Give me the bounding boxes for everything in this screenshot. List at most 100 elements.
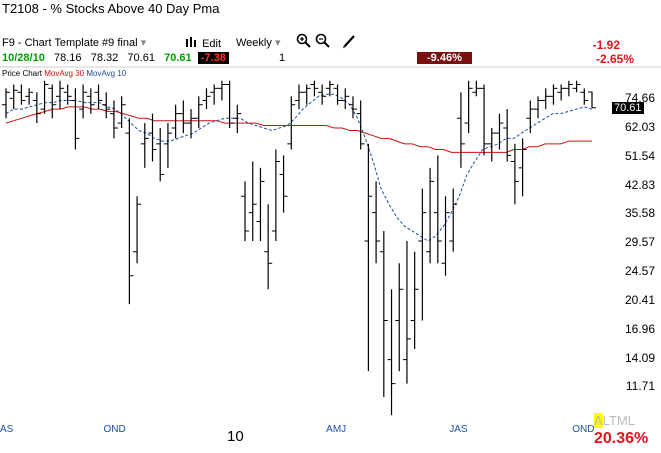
price-bar (310, 80, 319, 97)
edit-label: Edit (202, 38, 222, 50)
change-box: -7.38 (197, 52, 229, 64)
x-tick-label: JAS (449, 424, 468, 435)
ma10-line (5, 93, 593, 242)
price-bar (63, 84, 72, 105)
last-value-label: 70.61 (612, 102, 644, 114)
price-bar (256, 167, 265, 242)
x-tick-label: AMJ (326, 424, 347, 435)
zoom-out-icon[interactable] (315, 33, 331, 52)
price-bar (179, 100, 188, 134)
price-bar (426, 167, 435, 264)
price-bar (464, 80, 473, 134)
chevron-down-icon: ▾ (140, 37, 147, 49)
y-tick-label: 51.54 (624, 148, 655, 163)
price-bar (580, 88, 589, 105)
y-tick-label: 24.57 (624, 264, 655, 279)
y-tick-label: 74.66 (624, 91, 655, 106)
price-bar (217, 80, 226, 101)
price-bar (25, 88, 34, 105)
price-bar (541, 88, 550, 110)
x-tick-label: AS (0, 424, 14, 435)
price-bar (233, 104, 242, 134)
legend-ma10: MovAvg 10 (86, 69, 127, 78)
price-bar (271, 149, 280, 242)
quote-low: 70.61 (127, 52, 155, 64)
y-tick-label: 35.58 (624, 206, 655, 221)
big-pct-change: 20.36% (594, 430, 649, 447)
price-bar (402, 241, 411, 384)
y-tick-label: 20.41 (624, 292, 655, 307)
price-bar (572, 80, 581, 93)
price-bar (9, 84, 18, 110)
y-tick-label: 42.83 (624, 177, 655, 192)
ma30-line (5, 106, 592, 153)
price-bar (518, 138, 527, 197)
price-bar (287, 96, 296, 150)
period-selector[interactable]: Weekly ▾ (236, 36, 280, 49)
quote-high: 78.32 (90, 52, 119, 64)
template-selector[interactable]: F9 - Chart Template #9 final ▾ (2, 36, 146, 49)
net-pct-change: -2.65% (596, 52, 635, 66)
price-bar (55, 80, 64, 110)
price-bar (241, 181, 250, 242)
price-bar (456, 92, 465, 168)
price-bar (472, 80, 481, 97)
price-bar (94, 84, 103, 110)
price-bar (487, 128, 496, 162)
price-bar (564, 80, 573, 97)
price-bar (387, 289, 396, 416)
price-bar (187, 109, 196, 139)
price-bar (295, 84, 303, 110)
pct-change-box: -9.46% (417, 52, 472, 64)
price-bar (79, 84, 88, 119)
price-bar (163, 123, 172, 168)
net-change: -1.92 (592, 38, 620, 52)
price-bar (156, 128, 165, 182)
price-bar (248, 161, 257, 242)
price-bar (210, 84, 219, 105)
legend-ma30: MovAvg 30 (44, 69, 85, 78)
price-bar (372, 181, 381, 264)
altml-rest: LTML (602, 413, 635, 428)
edit-button[interactable]: Edit (185, 36, 221, 50)
price-bar (202, 88, 211, 110)
pencil-icon[interactable] (341, 33, 357, 52)
chevron-down-icon: ▾ (274, 37, 281, 49)
price-bar (495, 113, 504, 150)
quote-open: 78.16 (54, 52, 82, 64)
price-bar (379, 230, 388, 398)
price-bar (549, 84, 558, 105)
price-bar (32, 92, 41, 124)
price-bar (557, 84, 566, 101)
bars-icon (185, 36, 199, 50)
price-bar (348, 96, 357, 119)
quote-line: 10/28/10 78.16 78.32 70.61 70.61 -7.38 (2, 52, 229, 64)
price-bar (171, 104, 180, 139)
price-bar (325, 80, 334, 97)
price-bar (534, 96, 543, 119)
price-bar (125, 118, 134, 305)
chart-title: T2108 - % Stocks Above 40 Day Pma (2, 1, 220, 16)
price-bar (395, 263, 404, 372)
quote-close: 70.61 (164, 52, 192, 64)
price-bar (318, 84, 327, 105)
price-bar (2, 88, 10, 119)
y-tick-label: 14.09 (624, 350, 655, 365)
price-bar (86, 88, 95, 114)
price-bar (109, 100, 118, 139)
price-bar (225, 80, 234, 129)
y-tick-label: 11.71 (625, 379, 655, 394)
price-bar (480, 84, 489, 156)
price-bar (17, 84, 26, 105)
price-bar (503, 109, 512, 162)
y-tick-label: 29.57 (624, 235, 655, 250)
y-tick-label: 62.03 (624, 119, 655, 134)
price-bar (279, 155, 288, 213)
price-bar (264, 204, 273, 290)
quote-date: 10/28/10 (2, 52, 45, 64)
year-label: 10 (227, 428, 244, 445)
zoom-in-icon[interactable] (296, 33, 312, 52)
price-bar (133, 196, 142, 264)
price-bar (302, 84, 311, 105)
